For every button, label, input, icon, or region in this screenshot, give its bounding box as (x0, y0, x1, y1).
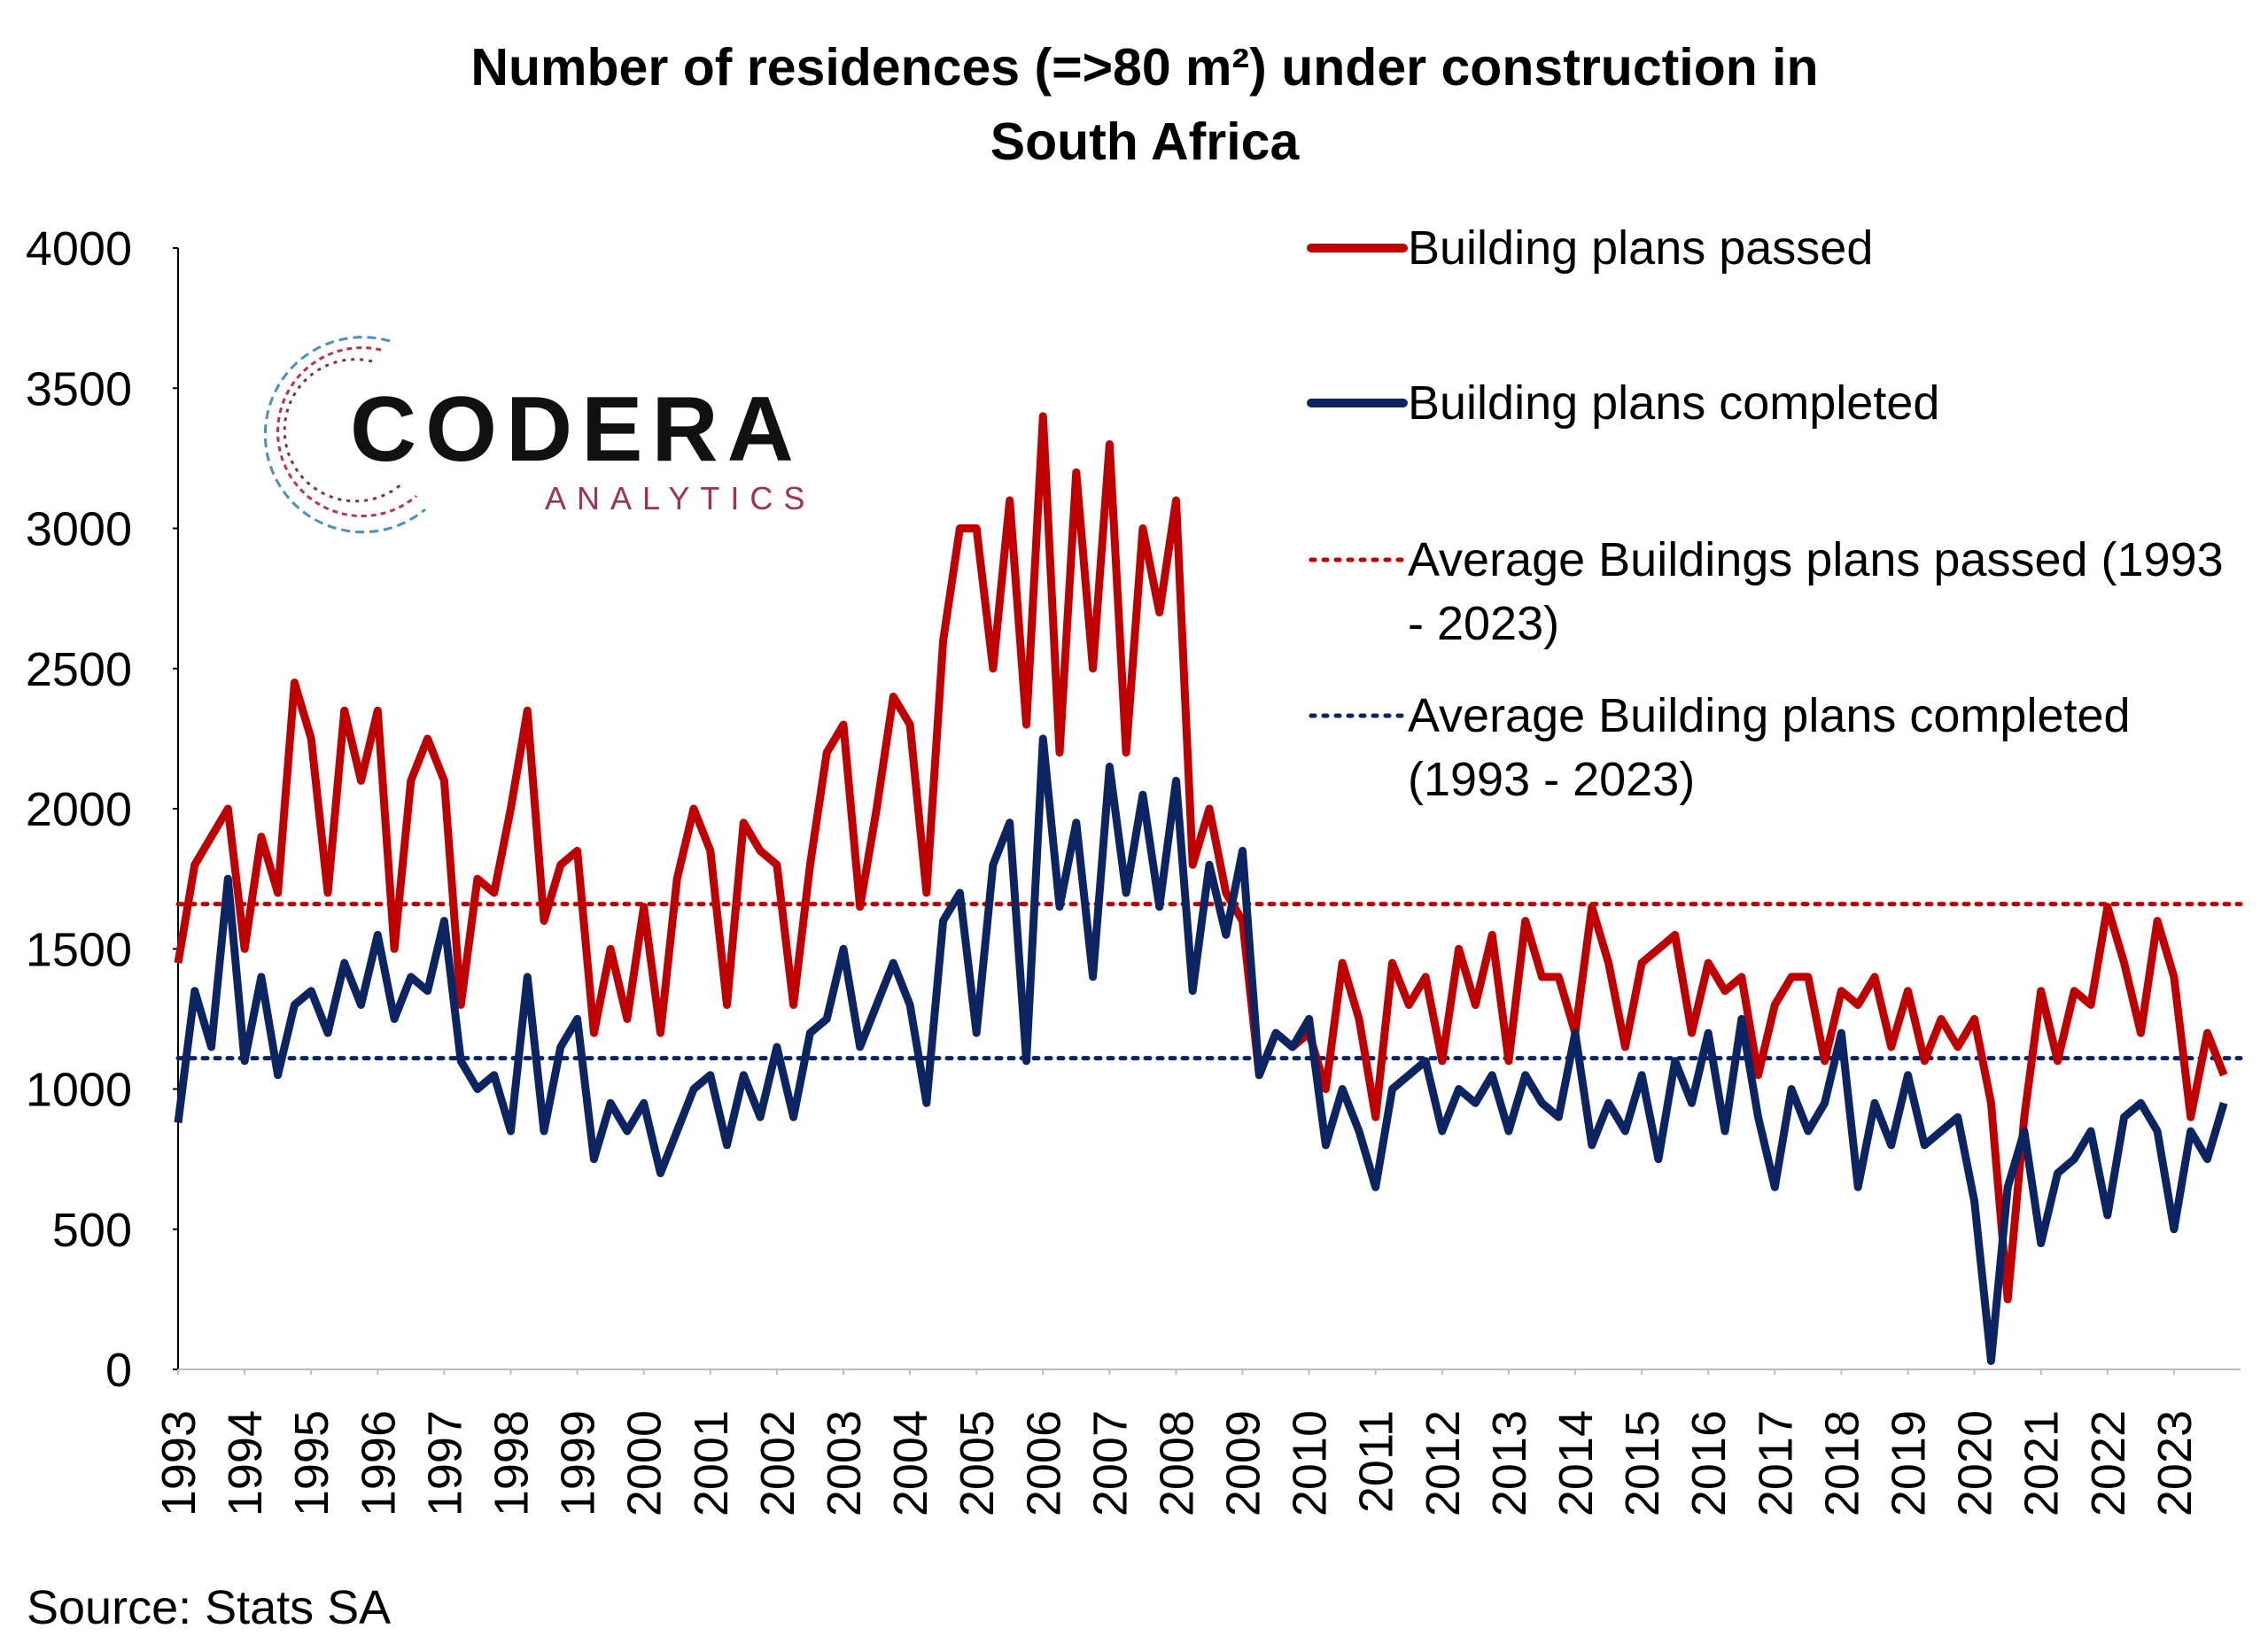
x-tick-label: 2003 (818, 1410, 871, 1516)
x-tick-label: 2023 (2148, 1410, 2202, 1516)
x-tick-label: 2001 (685, 1410, 738, 1516)
x-tick-label: 2000 (618, 1410, 672, 1516)
x-tick-label: 1993 (152, 1410, 206, 1516)
legend-entry: Building plans passed (1408, 221, 1874, 275)
x-tick-label: 2022 (2082, 1410, 2135, 1516)
x-tick-label: 1995 (285, 1410, 338, 1516)
y-tick-label: 0 (105, 1344, 132, 1397)
y-tick-label: 2000 (26, 783, 132, 836)
x-tick-label: 1996 (352, 1410, 405, 1516)
chart-title: Number of residences (=>80 m²) under con… (470, 38, 1818, 97)
logo: CODERA ANALYTICS (263, 336, 815, 534)
source: Source: Stats SA (27, 1581, 391, 1634)
legend-entry: Average Building plans completed (1993 -… (1408, 689, 2131, 806)
x-tick-label: 2021 (2016, 1410, 2069, 1516)
legend-entry: Building plans completed (1408, 376, 1940, 430)
y-tick-label: 4000 (26, 222, 132, 275)
y-tick-label: 1500 (26, 923, 132, 976)
x-tick-label: 2007 (1084, 1410, 1137, 1516)
x-tick-label: 2004 (884, 1410, 937, 1516)
legend-entry: Average Buildings plans passed (1993 - 2… (1408, 533, 2224, 650)
x-tick-label: 2018 (1815, 1410, 1868, 1516)
x-tick-label: 1994 (219, 1410, 272, 1516)
x-tick-label: 2010 (1284, 1410, 1337, 1516)
series-line (174, 734, 2228, 1365)
x-tick-label: 2009 (1217, 1410, 1270, 1516)
x-tick-label: 2015 (1616, 1410, 1669, 1516)
x-tick-label: 1998 (485, 1410, 538, 1516)
y-tick-label: 2500 (26, 643, 132, 696)
x-tick-label: 1997 (418, 1410, 471, 1516)
logo-arc (276, 346, 417, 518)
logo-arc (263, 336, 426, 534)
x-tick-label: 2013 (1483, 1410, 1536, 1516)
x-tick-label: 2008 (1150, 1410, 1203, 1516)
x-tick-label: 2016 (1682, 1410, 1736, 1516)
y-tick-label: 3500 (26, 362, 132, 415)
series-line (174, 412, 2228, 1304)
x-tick-label: 1999 (552, 1410, 605, 1516)
x-tick-label: 2012 (1417, 1410, 1470, 1516)
x-tick-label: 2002 (751, 1410, 804, 1516)
x-tick-label: 2017 (1749, 1410, 1802, 1516)
logo-name: CODERA (350, 378, 803, 481)
x-tick-label: 2019 (1883, 1410, 1936, 1516)
chart-title: South Africa (990, 112, 1301, 171)
x-tick-label: 2005 (951, 1410, 1004, 1516)
x-tick-label: 2014 (1550, 1410, 1603, 1516)
x-tick-label: 2020 (1949, 1410, 2002, 1516)
x-tick-label: 2011 (1350, 1410, 1403, 1513)
x-tick-label: 2006 (1017, 1410, 1070, 1516)
logo-sub: ANALYTICS (545, 480, 815, 516)
y-tick-label: 3000 (26, 503, 132, 556)
y-tick-label: 500 (52, 1204, 132, 1257)
y-tick-label: 1000 (26, 1064, 132, 1117)
